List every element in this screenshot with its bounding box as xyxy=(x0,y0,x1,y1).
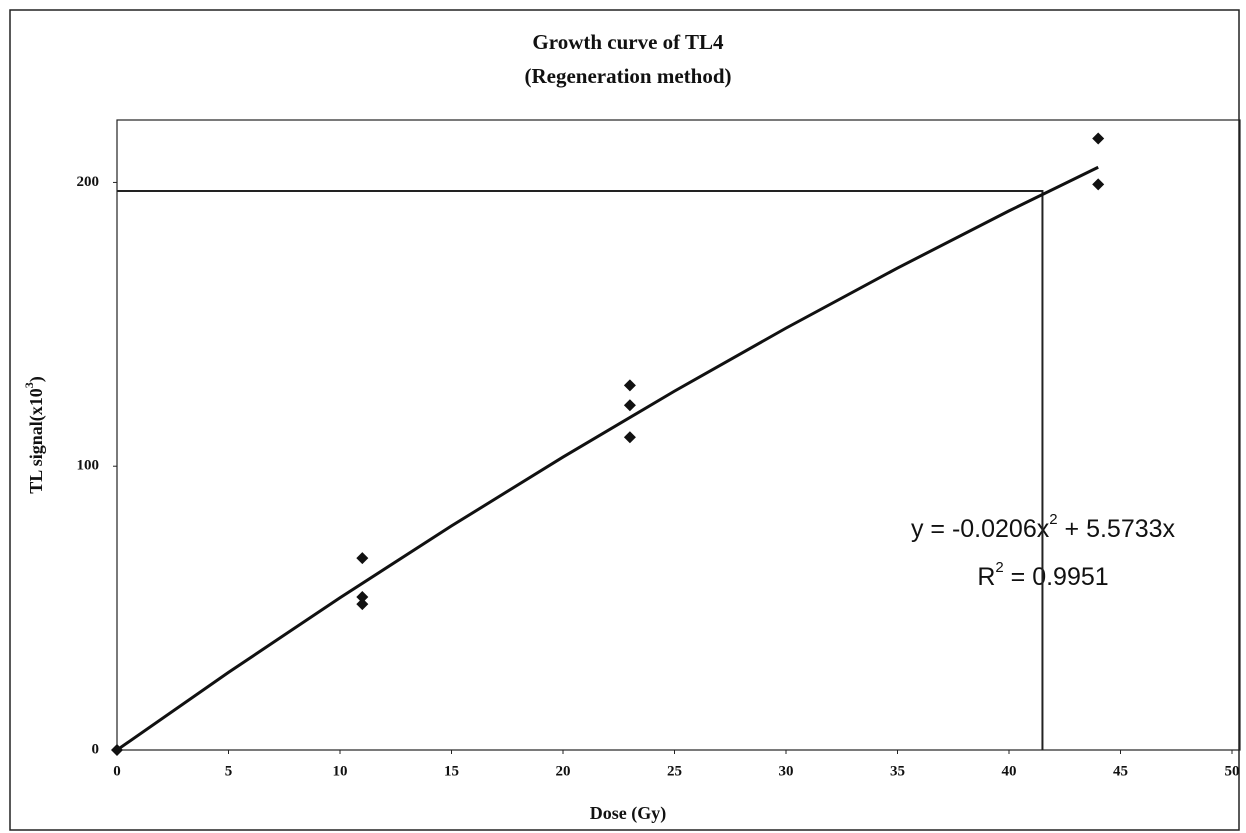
data-point xyxy=(624,431,636,443)
chart-subtitle: (Regeneration method) xyxy=(524,64,731,88)
x-axis-label: Dose (Gy) xyxy=(590,803,666,824)
plot-frame xyxy=(117,120,1240,750)
chart-title: Growth curve of TL4 xyxy=(532,30,724,54)
x-tick-label: 30 xyxy=(779,763,794,779)
x-tick-label: 10 xyxy=(333,763,348,779)
x-tick-label: 15 xyxy=(444,763,459,779)
y-tick-label: 200 xyxy=(77,174,100,190)
r-squared-sup: 2 xyxy=(995,559,1003,576)
y-label-text: TL signal(x10 xyxy=(26,388,47,494)
data-point xyxy=(624,379,636,391)
y-tick-label: 100 xyxy=(77,458,100,474)
chart: Growth curve of TL4 (Regeneration method… xyxy=(0,0,1246,833)
equation-end: + 5.5733x xyxy=(1058,515,1176,543)
x-tick-label: 35 xyxy=(890,763,905,779)
x-tick-label: 40 xyxy=(1002,763,1017,779)
equation-sup: 2 xyxy=(1049,511,1057,528)
trendline xyxy=(117,167,1098,750)
data-point xyxy=(624,399,636,411)
y-tick-label: 0 xyxy=(92,741,100,757)
y-axis-label: TL signal(x103) xyxy=(22,376,47,494)
data-point xyxy=(1092,132,1104,144)
r-squared-text: R xyxy=(977,563,995,591)
x-tick-label: 0 xyxy=(113,763,121,779)
data-point xyxy=(1092,178,1104,190)
data-point xyxy=(356,598,368,610)
x-tick-label: 5 xyxy=(225,763,233,779)
data-point xyxy=(356,552,368,564)
y-label-end: ) xyxy=(26,376,47,382)
x-tick-label: 50 xyxy=(1225,763,1240,779)
guide-line xyxy=(117,191,1042,750)
r-squared-end: = 0.9951 xyxy=(1004,563,1109,591)
equation-text: y = -0.0206x xyxy=(911,515,1050,543)
x-tick-label: 25 xyxy=(667,763,682,779)
x-tick-label: 20 xyxy=(556,763,571,779)
x-tick-label: 45 xyxy=(1113,763,1128,779)
